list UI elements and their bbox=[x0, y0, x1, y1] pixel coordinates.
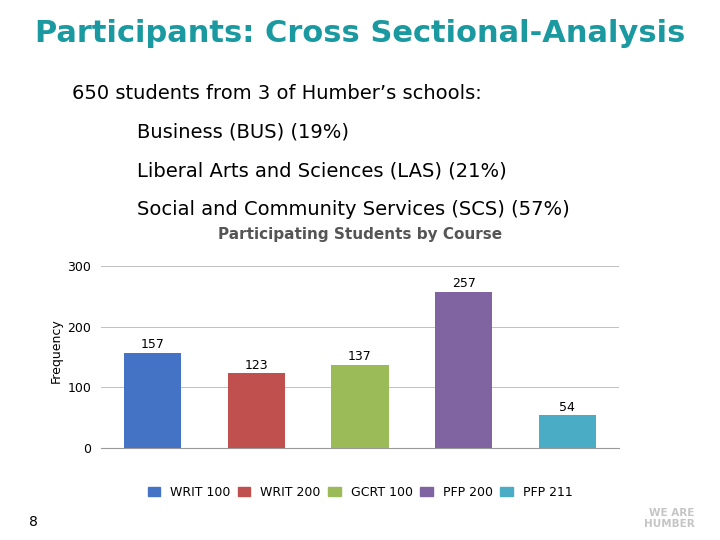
Text: Participating Students by Course: Participating Students by Course bbox=[218, 227, 502, 242]
Text: WE ARE
HUMBER: WE ARE HUMBER bbox=[644, 508, 695, 529]
Text: 123: 123 bbox=[245, 359, 268, 372]
Text: 8: 8 bbox=[29, 515, 37, 529]
Y-axis label: Frequency: Frequency bbox=[50, 319, 63, 383]
Bar bbox=[435, 292, 492, 448]
Legend: WRIT 100, WRIT 200, GCRT 100, PFP 200, PFP 211: WRIT 100, WRIT 200, GCRT 100, PFP 200, P… bbox=[143, 481, 577, 504]
Bar bbox=[228, 374, 285, 448]
Text: 257: 257 bbox=[451, 277, 476, 291]
Text: Social and Community Services (SCS) (57%): Social and Community Services (SCS) (57%… bbox=[112, 200, 570, 219]
Bar bbox=[539, 415, 596, 448]
Text: 137: 137 bbox=[348, 350, 372, 363]
Text: 157: 157 bbox=[140, 338, 165, 351]
Text: 54: 54 bbox=[559, 401, 575, 414]
Text: 650 students from 3 of Humber’s schools:: 650 students from 3 of Humber’s schools: bbox=[72, 84, 482, 103]
Bar bbox=[331, 365, 389, 448]
Text: Participants: Cross Sectional-Analysis: Participants: Cross Sectional-Analysis bbox=[35, 19, 685, 48]
Text: Business (BUS) (19%): Business (BUS) (19%) bbox=[112, 123, 348, 141]
Text: Liberal Arts and Sciences (LAS) (21%): Liberal Arts and Sciences (LAS) (21%) bbox=[112, 161, 506, 180]
Bar bbox=[124, 353, 181, 448]
